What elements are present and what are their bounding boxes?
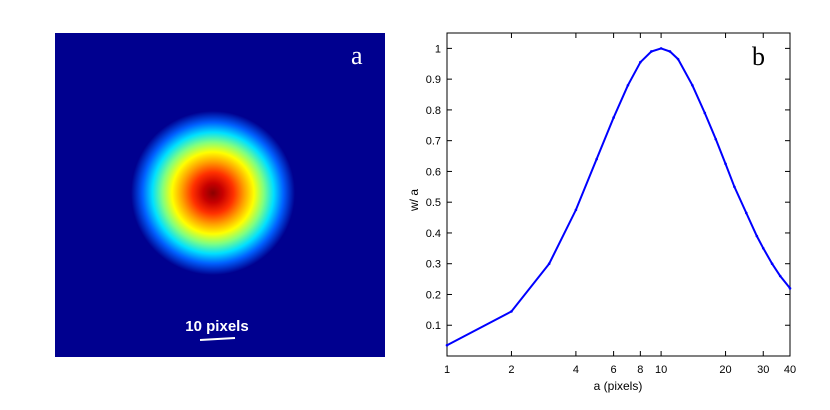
x-tick-label: 8 bbox=[637, 364, 643, 376]
data-point bbox=[691, 83, 694, 87]
plot-area: b 0.1 0.2 0.3 0.4 0.5 0.6 0.7 0.8 0.9 1 1 2 4 6 8 10 20… bbox=[407, 32, 796, 393]
data-point bbox=[770, 262, 774, 266]
y-tick-label: 0.1 bbox=[426, 320, 441, 332]
data-point bbox=[676, 57, 680, 61]
data-point bbox=[778, 274, 782, 278]
x-tick-label: 20 bbox=[719, 364, 731, 376]
x-tick-label: 6 bbox=[611, 364, 617, 376]
y-tick-label: 0.9 bbox=[426, 74, 441, 86]
scale-bar-label: 10 pixels bbox=[185, 318, 248, 335]
x-tick-label: 4 bbox=[573, 364, 579, 376]
data-point bbox=[744, 211, 748, 215]
data-point bbox=[755, 234, 759, 238]
heatmap-panel: a 10 pixels bbox=[55, 33, 385, 357]
panel-b-letter: b bbox=[752, 42, 765, 71]
y-tick-label: 0.3 bbox=[426, 259, 441, 271]
data-point bbox=[659, 47, 663, 50]
data-point bbox=[788, 287, 792, 290]
y-tick-label: 0.4 bbox=[426, 228, 441, 240]
x-axis: 1 2 4 6 8 10 20 30 40 bbox=[444, 33, 796, 376]
data-point bbox=[639, 60, 642, 64]
y-axis: 0.1 0.2 0.3 0.4 0.5 0.6 0.7 0.8 0.9 1 bbox=[426, 43, 790, 332]
x-tick-label: 1 bbox=[444, 364, 450, 376]
y-tick-label: 0.7 bbox=[426, 136, 441, 148]
x-tick-label: 40 bbox=[784, 364, 796, 376]
y-axis-label: w/ a bbox=[407, 189, 421, 212]
data-point bbox=[626, 83, 630, 87]
y-tick-label: 0.8 bbox=[426, 105, 441, 117]
data-point bbox=[445, 343, 449, 347]
x-tick-label: 10 bbox=[655, 364, 667, 376]
data-point bbox=[761, 247, 765, 250]
data-point bbox=[668, 50, 672, 53]
data-point bbox=[547, 262, 551, 266]
heatmap-spot bbox=[131, 111, 295, 275]
data-point bbox=[650, 50, 653, 53]
data-point bbox=[714, 137, 718, 141]
y-tick-label: 0.5 bbox=[426, 197, 441, 209]
plot-frame bbox=[446, 32, 791, 357]
series-line bbox=[446, 47, 791, 347]
data-point bbox=[724, 162, 727, 166]
x-tick-label: 2 bbox=[508, 364, 514, 376]
y-tick-label: 0.6 bbox=[426, 166, 441, 178]
y-tick-label: 0.2 bbox=[426, 289, 441, 301]
scale-bar bbox=[199, 337, 236, 341]
panel-a-letter: a bbox=[351, 41, 363, 70]
data-point bbox=[612, 116, 615, 119]
data-point bbox=[595, 157, 598, 161]
data-point bbox=[510, 310, 513, 313]
series-points bbox=[445, 47, 792, 347]
data-point bbox=[703, 111, 707, 115]
x-axis-label: a (pixels) bbox=[594, 379, 643, 393]
x-tick-label: 30 bbox=[757, 364, 769, 376]
data-point bbox=[574, 208, 578, 212]
y-tick-label: 1 bbox=[435, 43, 441, 55]
data-point bbox=[733, 185, 736, 189]
